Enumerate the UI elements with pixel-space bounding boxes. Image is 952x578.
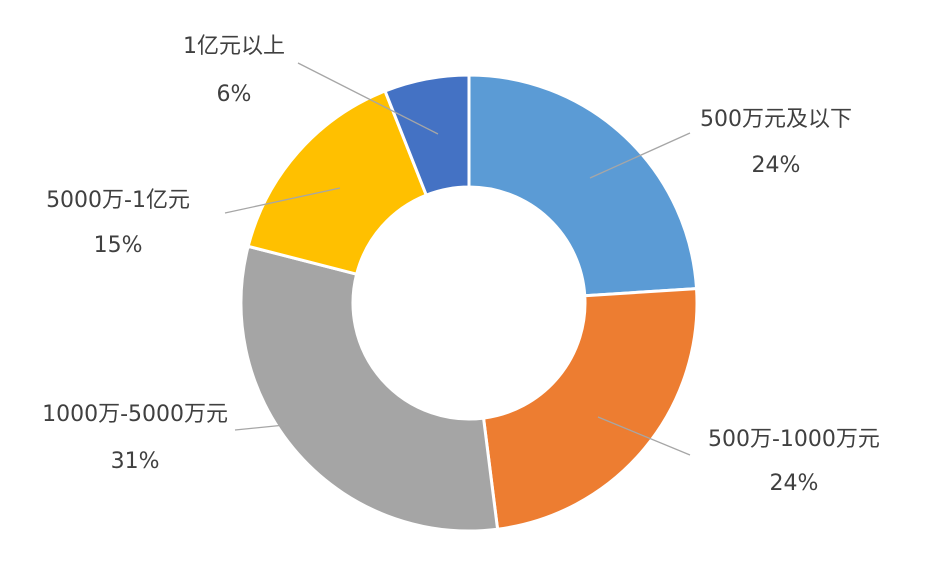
slice-category-label-4: 5000万-1亿元 <box>46 188 190 213</box>
leader-lines-layer <box>224 62 691 456</box>
donut-slice-4 <box>246 89 428 276</box>
slice-percent-label-2: 24% <box>770 471 819 496</box>
slice-percent-label-1: 24% <box>752 153 801 178</box>
slice-percent-label-4: 15% <box>94 233 143 258</box>
labels-layer: 500万元及以下 24% 500万-1000万元 24% 1000万-5000万元 31%… <box>42 34 880 496</box>
leader-line-2 <box>597 416 691 456</box>
leader-line-5 <box>297 62 439 135</box>
slice-category-label-5: 1亿元以上 <box>183 34 285 59</box>
donut-slice-3 <box>239 244 500 533</box>
donut-slice-1 <box>467 73 699 298</box>
leader-line-4 <box>224 187 341 214</box>
donut-slice-5 <box>383 73 471 197</box>
leader-line-1 <box>589 132 691 179</box>
slice-category-label-2: 500万-1000万元 <box>708 427 880 452</box>
slice-percent-label-5: 6% <box>217 82 252 107</box>
slice-category-label-3: 1000万-5000万元 <box>42 402 228 427</box>
leader-line-3 <box>234 424 286 431</box>
slice-category-label-1: 500万元及以下 <box>700 107 852 132</box>
donut-slice-2 <box>482 287 699 531</box>
slices-layer <box>239 73 699 533</box>
slice-percent-label-3: 31% <box>111 449 160 474</box>
